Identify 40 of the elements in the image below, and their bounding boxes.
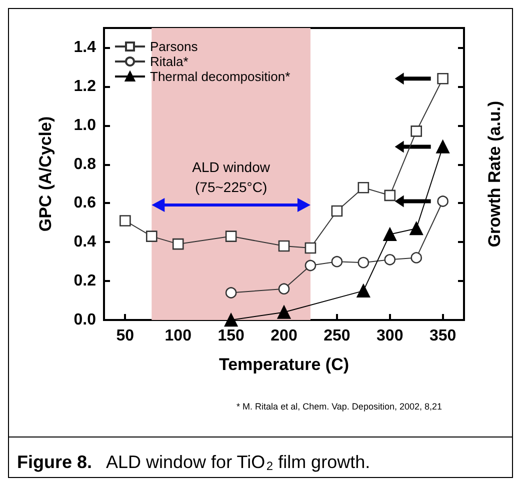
y-tick-label: 0.8: [74, 156, 96, 173]
point: [225, 287, 237, 298]
legend-label: Ritala*: [150, 54, 188, 69]
point: [331, 205, 343, 217]
y-axis-title: GPC (A/Cycle): [36, 116, 55, 232]
point: [304, 260, 316, 272]
x-tick-label: 100: [164, 328, 192, 344]
y2-axis-title: Growth Rate (a.u.): [485, 100, 504, 248]
x-tick-label: 150: [218, 328, 245, 344]
point: [304, 242, 316, 254]
point: [172, 238, 184, 250]
y-tick-label: 0.4: [74, 234, 96, 251]
x-tick-label: 350: [429, 328, 456, 344]
x-tick-label: 50: [116, 328, 134, 344]
point: [224, 313, 238, 327]
x-tick-label: 200: [270, 328, 298, 344]
point: [356, 284, 370, 298]
point: [146, 230, 158, 242]
point: [384, 190, 396, 202]
point: [278, 283, 290, 294]
annotation: ALD window (75~225°C): [192, 159, 271, 195]
point: [436, 140, 450, 154]
y-tick-label: 1.4: [74, 38, 96, 56]
point: [410, 222, 424, 236]
point: [225, 230, 237, 242]
legend-label: Parsons: [150, 39, 198, 54]
x-tick-label: 250: [324, 328, 350, 344]
y-tick-label: 0.6: [74, 194, 96, 212]
point: [358, 182, 370, 194]
y-tick-label: 1.2: [74, 78, 96, 95]
y-tick-label: 0.2: [74, 272, 96, 290]
x-axis-title: Temperature (C): [218, 355, 350, 374]
y-tick-label: 1.0: [74, 116, 96, 134]
point: [277, 306, 291, 319]
text: * M. Ritala et al, Chem. Vap. Deposition, 2002, 8,21: [236, 402, 442, 412]
point: [383, 228, 397, 241]
x-tick-label: 300: [376, 328, 404, 344]
legend-label: Thermal decomposition*: [150, 69, 290, 84]
y-tick-label: 0.0: [74, 312, 96, 328]
point: [278, 240, 290, 252]
